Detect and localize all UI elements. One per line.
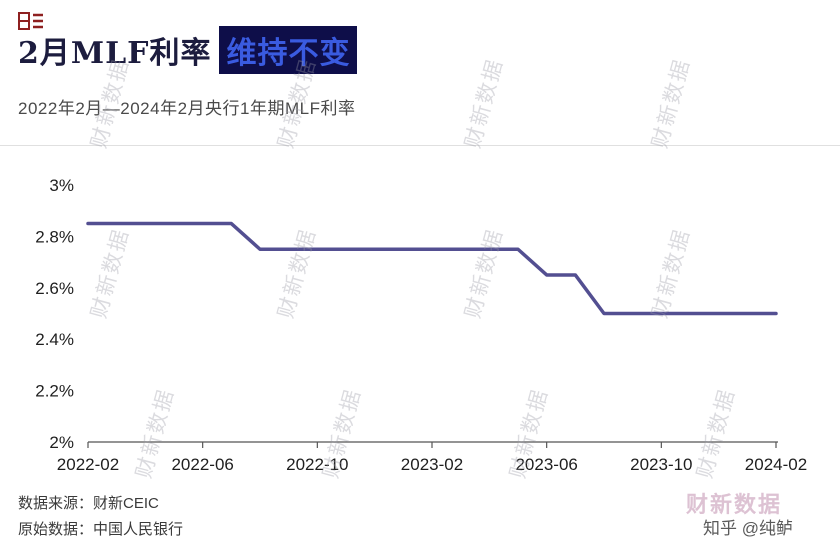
y-tick-label: 2.8%	[35, 227, 74, 246]
caixin-watermark: 财新数据	[461, 55, 508, 151]
data-source-line: 数据来源：财新CEIC	[18, 495, 159, 512]
chart-subtitle: 2022年2月—2024年2月央行1年期MLF利率	[18, 99, 356, 118]
y-tick-label: 3%	[49, 176, 74, 195]
page-title-text: 2月MLF利率	[18, 36, 212, 71]
caixin-data-brandmark: 财新数据	[686, 492, 783, 517]
caixin-watermark: 财新数据	[648, 55, 695, 151]
page-title: 2月MLF利率 维持不变	[18, 26, 358, 74]
y-tick-label: 2%	[49, 433, 74, 452]
original-data-line: 原始数据：中国人民银行	[18, 521, 184, 538]
mlf-rate-series-line	[86, 221, 778, 316]
x-tick-label: 2022-06	[171, 455, 233, 474]
zhihu-credit: 知乎 @纯鲈	[703, 519, 793, 538]
x-tick-label: 2023-02	[401, 455, 463, 474]
x-tick-label: 2023-06	[515, 455, 577, 474]
x-tick-label: 2023-10	[630, 455, 692, 474]
x-tick-label: 2024-02	[745, 455, 807, 474]
header-divider	[0, 145, 840, 146]
y-tick-label: 2.2%	[35, 382, 74, 401]
caixin-logo-icon	[18, 12, 44, 35]
x-tick-label: 2022-10	[286, 455, 348, 474]
page-title-highlight: 维持不变	[219, 26, 358, 74]
mlf-line-chart: 2022-02 2022-06 2022-10 2023-02 2023-06 2023-…	[35, 176, 807, 474]
y-tick-label: 2.6%	[35, 279, 74, 298]
y-tick-label: 2.4%	[35, 330, 74, 349]
x-tick-label: 2022-02	[57, 455, 119, 474]
